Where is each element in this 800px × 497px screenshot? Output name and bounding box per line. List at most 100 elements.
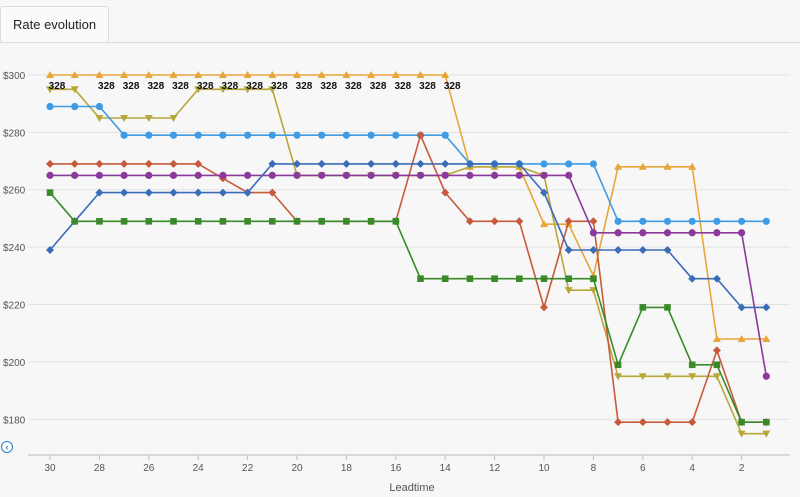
data-point — [763, 418, 770, 426]
data-label: 328 — [123, 81, 140, 92]
data-point — [367, 218, 375, 225]
data-label: 328 — [444, 81, 461, 92]
data-point — [589, 160, 598, 168]
data-point — [540, 303, 548, 312]
data-point — [268, 159, 277, 168]
data-point — [219, 171, 227, 179]
x-tick-label: 16 — [390, 463, 402, 474]
data-point — [194, 218, 202, 225]
data-point — [515, 171, 523, 179]
data-point — [540, 171, 548, 179]
data-point — [639, 217, 647, 225]
tab-rate-evolution[interactable]: Rate evolution — [0, 6, 110, 42]
data-point — [293, 218, 301, 225]
data-point — [244, 171, 252, 179]
data-point — [243, 70, 252, 78]
data-point — [120, 115, 129, 122]
data-point — [738, 217, 746, 225]
data-point — [540, 160, 548, 168]
data-point — [688, 373, 697, 381]
series-path — [50, 134, 767, 424]
data-point — [565, 171, 573, 179]
x-tick-label: 24 — [193, 463, 205, 474]
series-layer — [46, 70, 771, 438]
series-path — [50, 105, 767, 223]
x-tick-label: 28 — [94, 463, 106, 474]
data-point — [95, 159, 104, 168]
x-tick-label: 26 — [143, 463, 155, 474]
x-tick-label: 14 — [440, 463, 452, 474]
chevron-left-icon[interactable]: ‹ — [1, 441, 13, 453]
data-point — [46, 171, 54, 179]
data-point — [663, 229, 672, 237]
tab-bar: Rate evolution — [0, 0, 800, 43]
data-point — [392, 218, 400, 225]
data-point — [318, 131, 326, 139]
series-path — [50, 174, 768, 377]
data-point — [169, 171, 178, 179]
data-point — [268, 86, 277, 94]
data-point — [491, 275, 498, 282]
data-point — [145, 131, 153, 139]
data-point — [120, 218, 128, 225]
data-point — [243, 188, 252, 197]
y-tick-label: $240 — [3, 243, 26, 254]
data-point — [194, 86, 203, 94]
data-point — [441, 159, 450, 168]
data-point — [688, 217, 696, 225]
data-point — [712, 274, 721, 283]
data-point — [95, 188, 104, 197]
data-point — [170, 218, 177, 225]
data-point — [120, 159, 129, 168]
data-point — [737, 334, 746, 342]
data-point — [169, 115, 178, 122]
x-tick-label: 8 — [591, 463, 597, 474]
data-label: 328 — [172, 81, 189, 92]
data-point — [293, 159, 301, 168]
data-point — [96, 218, 103, 225]
x-tick-label: 6 — [640, 463, 646, 474]
data-label: 328 — [394, 81, 411, 92]
data-point — [564, 287, 573, 295]
data-point — [465, 217, 474, 226]
data-point — [95, 171, 103, 179]
data-point — [219, 131, 227, 139]
data-point — [639, 229, 647, 237]
data-label: 328 — [320, 81, 337, 92]
data-point — [268, 70, 277, 78]
data-point — [614, 162, 623, 170]
data-label: 328 — [98, 81, 115, 92]
y-tick-label: $300 — [3, 71, 26, 82]
data-point — [712, 346, 721, 355]
data-point — [738, 418, 745, 426]
data-point — [590, 275, 597, 282]
data-point — [367, 70, 376, 78]
data-point — [713, 229, 721, 237]
data-point — [441, 188, 450, 197]
y-tick-label: $220 — [3, 301, 26, 312]
data-label: 328 — [246, 81, 263, 92]
series-path — [50, 88, 767, 435]
data-point — [663, 217, 672, 225]
data-point — [712, 373, 721, 381]
data-point — [169, 131, 178, 139]
data-point — [713, 361, 721, 369]
data-point — [466, 275, 474, 282]
data-point — [614, 229, 622, 237]
data-point — [367, 171, 375, 179]
data-point — [268, 188, 277, 197]
data-point — [120, 70, 129, 78]
data-point — [194, 171, 202, 179]
data-point — [762, 334, 771, 342]
y-axis-tick-labels: $180 $200 $220 $240 $260 $280 $300 — [3, 71, 26, 426]
data-point — [169, 70, 178, 78]
data-point — [638, 162, 647, 170]
data-point — [465, 159, 474, 168]
data-point — [490, 217, 499, 226]
data-point — [762, 217, 770, 225]
x-axis: 30 28 26 24 22 20 18 16 14 12 10 8 6 4 2 — [28, 454, 790, 474]
data-point — [71, 171, 79, 179]
data-point — [565, 160, 573, 168]
data-point — [589, 287, 598, 295]
data-point — [391, 70, 400, 78]
